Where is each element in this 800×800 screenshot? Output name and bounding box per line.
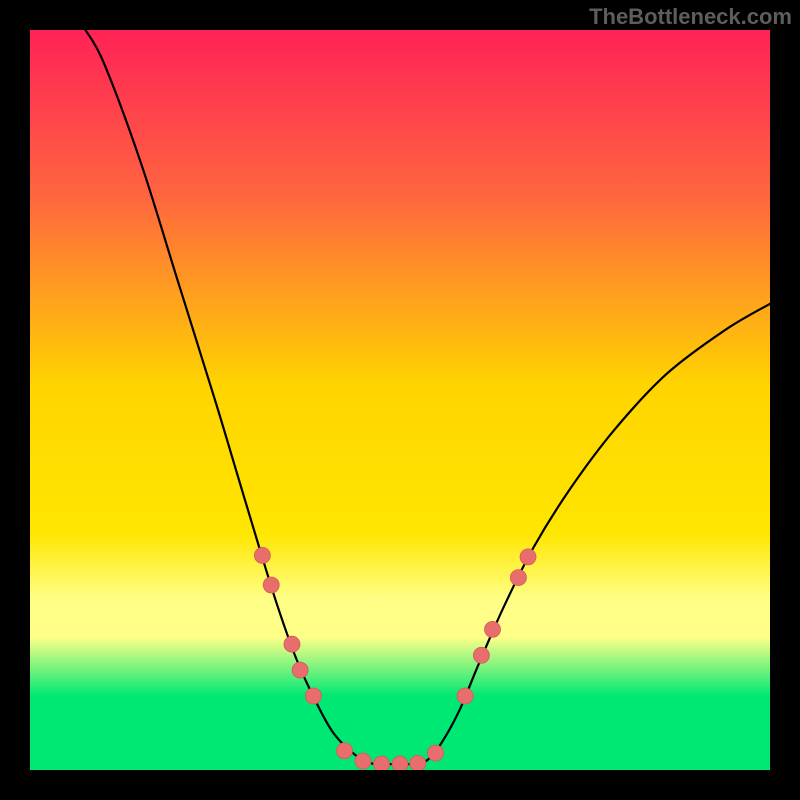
plot-background	[30, 30, 770, 770]
data-marker	[355, 753, 371, 769]
data-marker	[263, 577, 279, 593]
data-marker	[410, 755, 426, 771]
data-marker	[485, 621, 501, 637]
data-marker	[374, 756, 390, 772]
data-marker	[510, 570, 526, 586]
data-marker	[254, 547, 270, 563]
data-marker	[520, 549, 536, 565]
data-marker	[457, 688, 473, 704]
bottleneck-chart-container: TheBottleneck.com	[0, 0, 800, 800]
bottleneck-curve-chart	[0, 0, 800, 800]
data-marker	[428, 745, 444, 761]
data-marker	[305, 688, 321, 704]
data-marker	[284, 636, 300, 652]
data-marker	[292, 662, 308, 678]
data-marker	[392, 756, 408, 772]
data-marker	[337, 743, 353, 759]
data-marker	[473, 647, 489, 663]
